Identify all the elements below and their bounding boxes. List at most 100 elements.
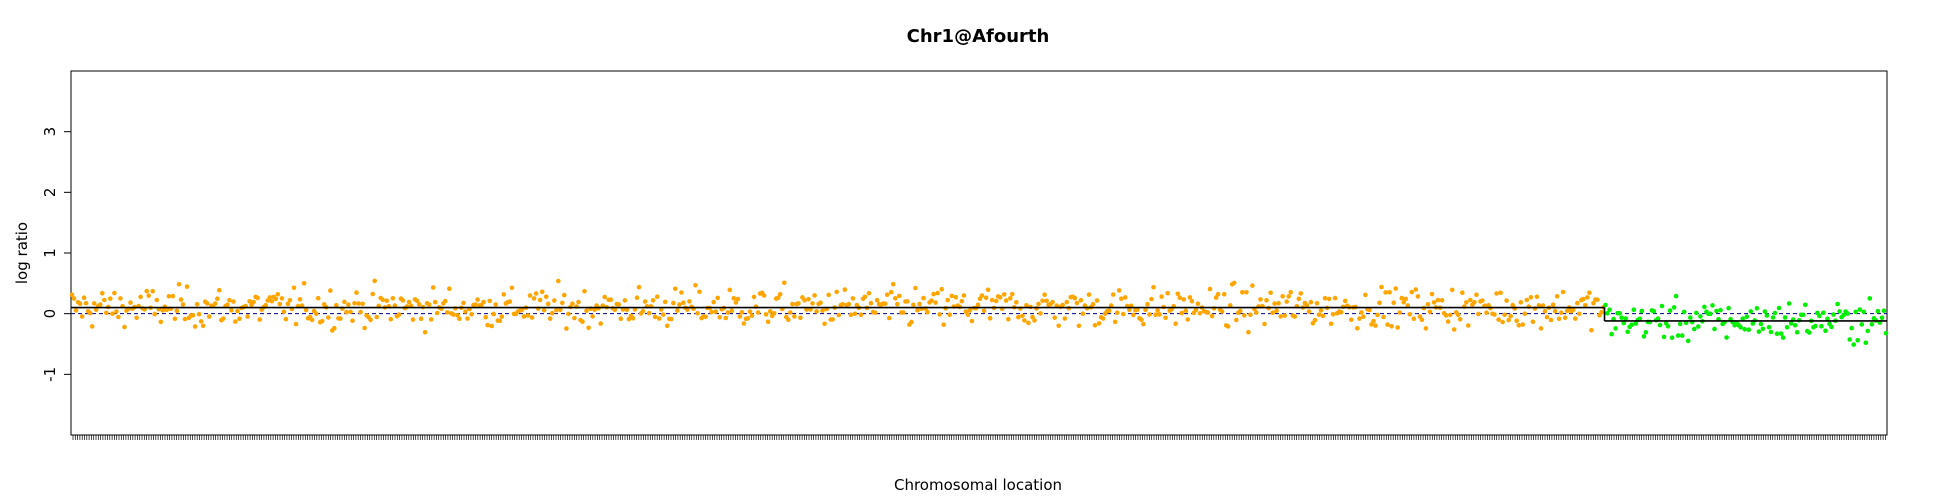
data-point: [1883, 330, 1889, 336]
data-point: [1227, 303, 1233, 308]
data-point: [360, 301, 365, 307]
data-point: [1288, 290, 1293, 295]
data-point: [826, 292, 831, 298]
data-point: [194, 301, 200, 307]
data-point: [981, 308, 987, 314]
data-point: [814, 309, 819, 314]
data-point: [822, 321, 827, 327]
data-point: [1692, 326, 1697, 332]
data-point: [685, 307, 690, 313]
data-point: [1633, 321, 1639, 326]
data-point: [426, 302, 432, 307]
data-point: [792, 314, 797, 319]
data-point: [1778, 331, 1784, 336]
data-point: [1869, 322, 1875, 327]
data-point: [1363, 292, 1368, 298]
data-point: [862, 294, 868, 300]
data-point: [1163, 315, 1168, 321]
data-point: [416, 302, 422, 307]
data-point: [447, 286, 452, 292]
data-point: [1766, 324, 1772, 330]
data-point: [1609, 331, 1614, 337]
data-point: [529, 315, 535, 320]
data-point: [735, 296, 741, 302]
data-point: [104, 310, 109, 316]
data-point: [1308, 299, 1314, 305]
data-point: [1510, 302, 1515, 308]
data-point: [225, 302, 230, 308]
data-point: [1153, 312, 1158, 318]
data-point: [507, 299, 513, 304]
data-point: [1415, 294, 1421, 299]
data-point: [1841, 313, 1846, 318]
data-point: [283, 316, 289, 322]
data-point: [170, 293, 176, 299]
data-point: [1484, 310, 1489, 316]
data-point: [1238, 308, 1243, 314]
data-point: [1389, 324, 1394, 329]
data-point: [281, 309, 287, 315]
data-point: [198, 319, 204, 324]
data-point: [677, 302, 682, 307]
data-point: [196, 311, 202, 317]
data-point: [1782, 315, 1788, 320]
data-point: [100, 290, 105, 296]
data-point: [1702, 304, 1707, 310]
data-point: [1409, 289, 1415, 295]
data-point: [1177, 295, 1183, 301]
data-point: [154, 297, 160, 303]
data-point: [765, 319, 771, 325]
data-point: [190, 313, 196, 318]
data-point: [931, 291, 936, 297]
data-point: [118, 296, 123, 301]
data-point: [1865, 328, 1871, 334]
data-point: [1080, 311, 1086, 317]
data-point: [332, 325, 337, 331]
data-point: [1147, 312, 1152, 317]
data-point: [501, 292, 507, 297]
data-point: [160, 308, 166, 313]
data-point: [1014, 300, 1019, 305]
data-point: [1187, 295, 1193, 300]
data-point: [418, 316, 424, 322]
data-point: [1659, 303, 1665, 309]
data-point: [451, 312, 456, 317]
data-point: [1219, 309, 1225, 314]
data-point: [430, 285, 436, 290]
data-point: [888, 289, 894, 295]
data-point: [1867, 296, 1873, 301]
data-point: [1879, 315, 1885, 321]
data-point: [1698, 314, 1703, 319]
data-point: [897, 293, 902, 299]
data-point: [775, 295, 781, 301]
data-point: [727, 287, 733, 293]
data-point: [850, 296, 856, 301]
data-point: [1231, 280, 1237, 286]
data-point: [1270, 310, 1275, 316]
data-point: [1451, 327, 1457, 332]
data-point: [731, 296, 737, 301]
data-point: [1468, 297, 1473, 303]
data-point: [590, 314, 595, 319]
data-point: [582, 288, 587, 294]
data-point: [1821, 310, 1826, 316]
data-point: [602, 294, 607, 300]
data-point: [1570, 307, 1576, 313]
data-point: [1683, 320, 1689, 326]
data-point: [967, 308, 973, 313]
data-point: [745, 316, 751, 321]
data-point: [624, 307, 630, 313]
data-point: [164, 307, 170, 313]
data-point: [1391, 300, 1396, 306]
data-point: [1770, 315, 1776, 320]
data-point: [1355, 326, 1360, 331]
data-point: [733, 300, 739, 305]
data-point: [465, 316, 470, 321]
data-point: [1472, 300, 1477, 305]
data-point: [566, 311, 571, 317]
data-point: [443, 298, 448, 304]
data-point: [1044, 298, 1049, 304]
data-point: [810, 301, 815, 306]
data-point: [1538, 326, 1544, 331]
data-point: [1641, 334, 1647, 339]
